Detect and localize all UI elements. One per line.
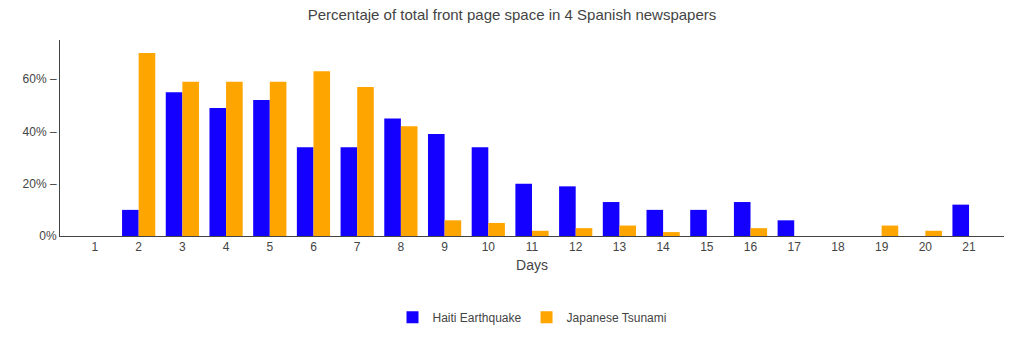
svg-text:6: 6 [310, 240, 317, 254]
svg-text:14: 14 [656, 240, 670, 254]
svg-text:1: 1 [92, 240, 99, 254]
svg-text:20: 20 [919, 240, 933, 254]
svg-text:60% –: 60% – [23, 72, 57, 86]
svg-text:19: 19 [875, 240, 889, 254]
svg-text:40% –: 40% – [23, 125, 57, 139]
svg-text:16: 16 [744, 240, 758, 254]
svg-text:0%: 0% [39, 229, 57, 243]
svg-text:18: 18 [831, 240, 845, 254]
svg-text:Days: Days [516, 257, 548, 273]
svg-text:21: 21 [962, 240, 976, 254]
svg-text:7: 7 [354, 240, 361, 254]
svg-text:2: 2 [135, 240, 142, 254]
svg-text:3: 3 [179, 240, 186, 254]
svg-text:11: 11 [526, 240, 539, 254]
svg-text:4: 4 [223, 240, 230, 254]
svg-text:15: 15 [700, 240, 714, 254]
svg-text:13: 13 [613, 240, 627, 254]
svg-text:5: 5 [266, 240, 273, 254]
svg-text:Percentaje of total front page: Percentaje of total front page space in … [308, 6, 717, 23]
svg-text:20% –: 20% – [23, 177, 57, 191]
svg-text:12: 12 [569, 240, 583, 254]
svg-text:9: 9 [441, 240, 448, 254]
svg-text:Japanese Tsunami: Japanese Tsunami [567, 311, 667, 325]
svg-text:10: 10 [482, 240, 496, 254]
svg-text:8: 8 [398, 240, 405, 254]
svg-text:Haiti Earthquake: Haiti Earthquake [433, 311, 522, 325]
svg-text:17: 17 [788, 240, 802, 254]
